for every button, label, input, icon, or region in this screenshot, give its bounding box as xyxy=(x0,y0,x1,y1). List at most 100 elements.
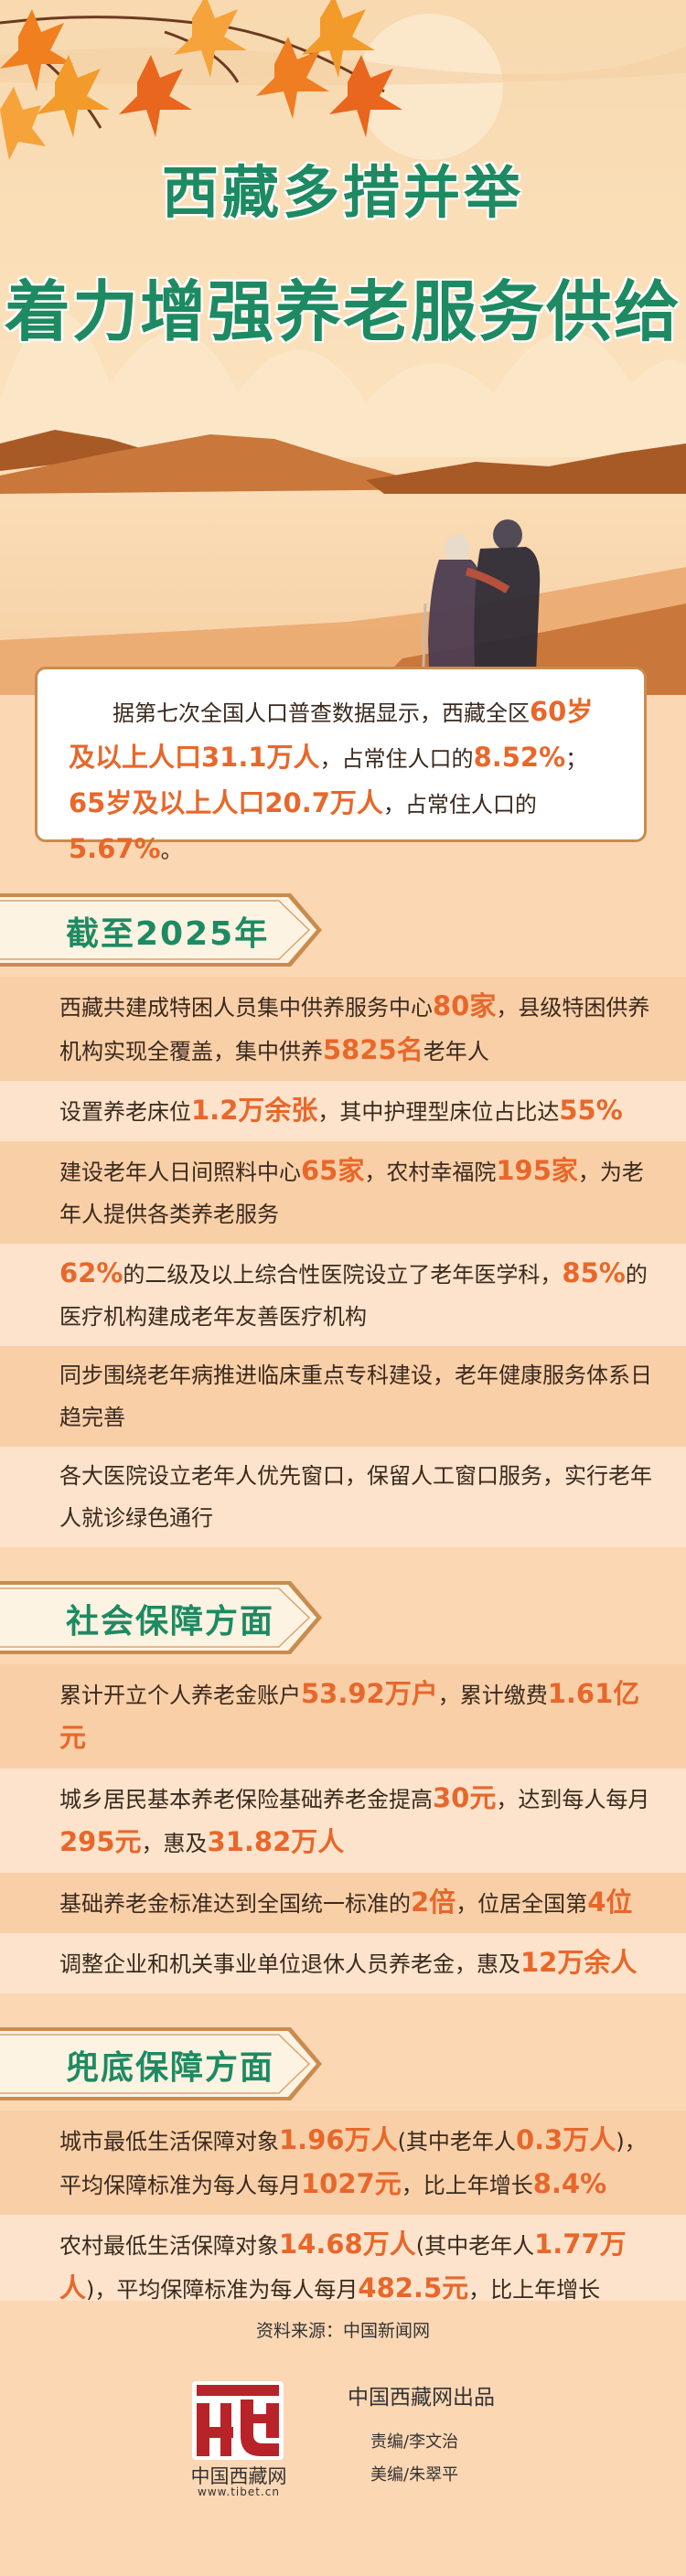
list-item: 基础养老金标准达到全国统一标准的2倍，位居全国第4位 xyxy=(0,1873,686,1933)
highlight-figure: 2倍 xyxy=(411,1887,456,1918)
text-segment: 调整企业和机关事业单位退休人员养老金，惠及 xyxy=(59,1951,520,1977)
highlight-figure: 8.4% xyxy=(532,2168,607,2199)
mountain xyxy=(366,444,686,494)
highlight-figure: 1.77万人 xyxy=(59,2229,627,2303)
text-segment: 农村最低生活保障对象 xyxy=(59,2233,279,2259)
section-header: 社会保障方面 xyxy=(0,1578,686,1657)
highlight-figure: 65岁及以上人口20.7万人 xyxy=(69,787,383,818)
ribbon-banner-icon xyxy=(0,2027,322,2100)
text-segment: 各大医院设立老年人优先窗口，保留人工窗口服务，实行老年人就诊绿色通行 xyxy=(59,1463,652,1531)
list-item: 62%的二级及以上综合性医院设立了老年医学科，85%的医疗机构建成老年友善医疗机… xyxy=(0,1244,686,1346)
text-segment: 设置养老床位 xyxy=(59,1099,191,1125)
hero-illustration: 西藏多措并举 着力增强养老服务供给 xyxy=(0,0,686,695)
highlight-figure: 1.96万人 xyxy=(279,2124,398,2155)
ribbon-banner-icon xyxy=(0,1581,322,1654)
highlight-figure: 30元 xyxy=(433,1782,497,1813)
section-title: 社会保障方面 xyxy=(66,1603,275,1641)
highlight-figure: 1.2万余张 xyxy=(191,1095,318,1126)
title-line-1: 西藏多措并举 xyxy=(161,159,524,226)
text-segment: ，其中护理型床位占比达 xyxy=(317,1099,560,1125)
producer-credit: 中国西藏网出品 xyxy=(348,2386,495,2410)
text-segment: 城乡居民基本养老保险基础养老金提高 xyxy=(59,1787,433,1812)
intro-box: 据第七次全国人口普查数据显示，西藏全区60岁及以上人口31.1万人，占常住人口的… xyxy=(35,667,647,864)
list-item: 各大医院设立老年人优先窗口，保留人工窗口服务，实行老年人就诊绿色通行 xyxy=(0,1447,686,1547)
text-segment: 累计开立个人养老金账户 xyxy=(59,1683,301,1708)
text-segment: 基础养老金标准达到全国统一标准的 xyxy=(59,1891,411,1917)
ribbon-banner-icon xyxy=(0,893,322,967)
elderly-couple-figure xyxy=(421,519,541,695)
highlight-figure: 60岁及以上人口31.1万人 xyxy=(69,696,594,773)
list-item: 城乡居民基本养老保险基础养老金提高30元，达到每人每月 295元，惠及31.82万… xyxy=(0,1769,686,1873)
section-title: 截至2025年 xyxy=(66,915,270,953)
text-segment: 西藏共建成特困人员集中供养服务中心 xyxy=(59,995,433,1021)
highlight-figure: 195家 xyxy=(496,1155,578,1186)
list-item: 同步围绕老年病推进临床重点专科建设，老年健康服务体系日趋完善 xyxy=(0,1346,686,1447)
highlight-figure: 55% xyxy=(559,1095,623,1126)
text-segment: ，位居全国第 xyxy=(456,1891,588,1917)
text-segment: 的二级及以上综合性医院设立了老年医学科， xyxy=(123,1262,563,1288)
highlight-figure: 80家 xyxy=(433,990,497,1021)
editor-credit: 责编/李文治 xyxy=(370,2432,459,2452)
section-gap xyxy=(0,1547,686,1578)
highlight-figure: 14.68万人 xyxy=(279,2229,416,2260)
mountain xyxy=(0,434,448,494)
list-item: 设置养老床位1.2万余张，其中护理型床位占比达55% xyxy=(0,1081,686,1141)
highlight-figure: 482.5元 xyxy=(358,2272,469,2303)
title-line-2: 着力增强养老服务供给 xyxy=(4,273,681,350)
highlight-figure: 8.52% xyxy=(473,742,566,773)
highlight-figure: 295元 xyxy=(59,1826,142,1857)
text-segment: )，平均保障标准为每人每月 xyxy=(86,2277,359,2303)
list-item: 西藏共建成特困人员集中供养服务中心80家，县级特困供养机构实现全覆盖，集中供养5… xyxy=(0,977,686,1081)
logo-name: 中国西藏网 xyxy=(190,2465,287,2487)
highlight-figure: 0.3万人 xyxy=(515,2124,616,2155)
highlight-figure: 5825名 xyxy=(323,1034,423,1065)
text-segment: (其中老年人 xyxy=(415,2233,535,2259)
source-text: 资料来源：中国新闻网 xyxy=(255,2321,430,2341)
text-segment: ，为老年人提供各类养老服务 xyxy=(59,1160,644,1227)
section-gap xyxy=(0,1993,686,2025)
list-item: 调整企业和机关事业单位退休人员养老金，惠及12万余人 xyxy=(0,1933,686,1993)
text-segment: 城市最低生活保障对象 xyxy=(59,2129,279,2154)
highlight-figure: 85% xyxy=(562,1257,626,1288)
text-segment: 建设老年人日间照料中心 xyxy=(59,1160,301,1185)
text-segment: ，占常住人口的 xyxy=(382,792,537,818)
content-sections: 截至2025年西藏共建成特困人员集中供养服务中心80家，县级特困供养机构实现全覆… xyxy=(0,891,686,2363)
text-segment: ； xyxy=(565,746,588,772)
highlight-figure: 12万余人 xyxy=(520,1947,638,1978)
section-title: 兜底保障方面 xyxy=(66,2049,275,2087)
list-item: 累计开立个人养老金账户53.92万户，累计缴费1.61亿元 xyxy=(0,1664,686,1769)
text-segment: ，累计缴费 xyxy=(437,1683,548,1708)
section-header: 兜底保障方面 xyxy=(0,2025,686,2103)
section-header: 截至2025年 xyxy=(0,891,686,969)
text-segment: ，惠及 xyxy=(141,1831,208,1856)
highlight-figure: 65家 xyxy=(301,1155,365,1186)
text-segment: 老年人 xyxy=(423,1039,489,1064)
text-segment: ，比上年增长 xyxy=(468,2277,601,2303)
text-segment: 据第七次全国人口普查数据显示，西藏全区 xyxy=(113,700,530,726)
text-segment: (其中老年人 xyxy=(397,2129,516,2154)
text-segment: 同步围绕老年病推进临床重点专科建设，老年健康服务体系日趋完善 xyxy=(59,1363,652,1430)
logo-url: www.tibet.cn xyxy=(198,2485,280,2498)
highlight-figure: 4位 xyxy=(587,1887,633,1918)
highlight-figure: 1.61亿元 xyxy=(59,1678,640,1753)
highlight-figure: 31.82万人 xyxy=(207,1826,345,1857)
tibet-cn-logo-icon xyxy=(192,2381,284,2460)
text-segment: )，平均保障标准为每人每月 xyxy=(59,2129,647,2198)
text-segment: ，县级特困供养机构实现全覆盖，集中供养 xyxy=(59,995,650,1064)
highlight-figure: 62% xyxy=(59,1257,123,1288)
text-segment: ，达到每人每月 xyxy=(496,1787,650,1812)
maple-leaves-icon xyxy=(0,0,402,160)
art-editor-credit: 美编/朱翠平 xyxy=(370,2465,459,2485)
mountain xyxy=(0,430,155,471)
text-segment: 。 xyxy=(160,838,183,863)
autumn-landscape-illustration xyxy=(0,0,686,695)
text-segment: ，农村幸福院 xyxy=(364,1160,497,1185)
highlight-figure: 53.92万户 xyxy=(301,1678,438,1709)
list-item: 城市最低生活保障对象1.96万人(其中老年人0.3万人)，平均保障标准为每人每月… xyxy=(0,2111,686,2215)
highlight-figure: 1027元 xyxy=(301,2168,402,2199)
footer: 资料来源：中国新闻网 中国西藏网 www.tibet.cn 中国西藏网出品 责编… xyxy=(0,2301,686,2576)
highlight-figure: 5.67% xyxy=(69,833,161,864)
text-segment: ，占常住人口的 xyxy=(319,746,474,772)
list-item: 建设老年人日间照料中心65家，农村幸福院195家，为老年人提供各类养老服务 xyxy=(0,1141,686,1244)
text-segment: 的医疗机构建成老年友善医疗机构 xyxy=(59,1262,648,1330)
